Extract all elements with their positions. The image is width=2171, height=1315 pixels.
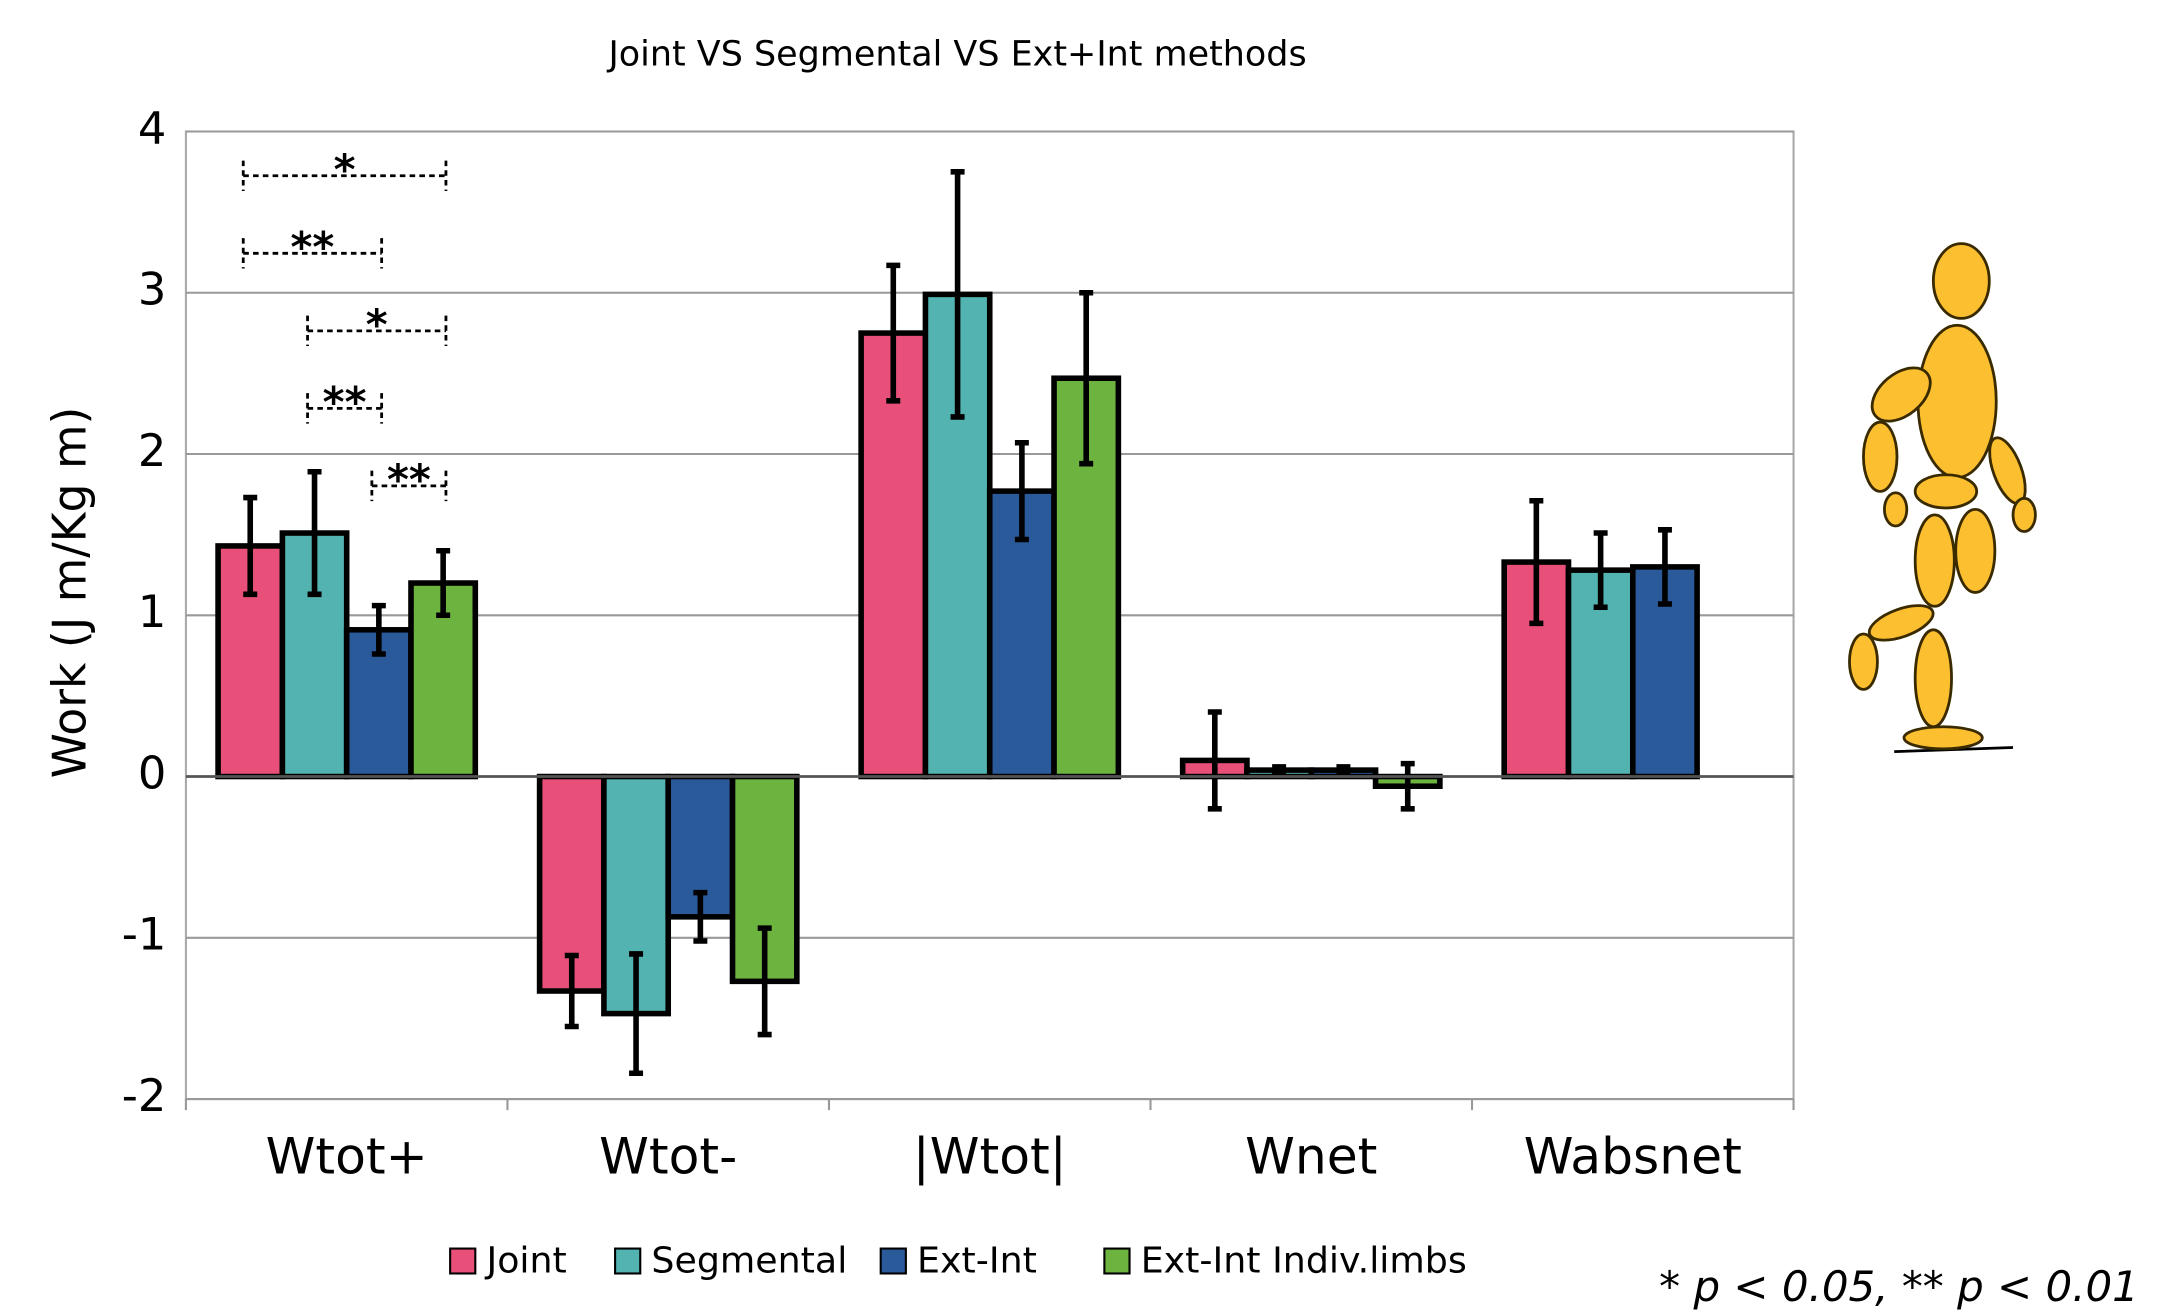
y-tick-label: 1	[138, 587, 166, 638]
significance-label: **	[323, 378, 367, 427]
y-tick-label: 2	[138, 426, 166, 477]
y-tick-label: -2	[122, 1071, 167, 1122]
x-tick-label: Wtot-	[599, 1128, 737, 1186]
significance-label: *	[334, 145, 356, 194]
chart: Joint VS Segmental VS Ext+Int methods Wo…	[0, 0, 2171, 1315]
y-tick-label: 0	[138, 749, 166, 800]
legend-label: Ext-Int Indiv.limbs	[1141, 1239, 1467, 1282]
chart-title: Joint VS Segmental VS Ext+Int methods	[606, 34, 1306, 74]
legend-swatch	[1104, 1249, 1129, 1274]
x-tick-label: Wabsnet	[1524, 1128, 1742, 1186]
legend-label: Segmental	[651, 1239, 847, 1282]
significance-label: **	[387, 455, 431, 504]
legend-swatch	[881, 1249, 906, 1274]
legend-swatch	[615, 1249, 640, 1274]
significance-label: *	[366, 300, 388, 349]
x-tick-label: Wtot+	[266, 1128, 428, 1186]
legend-label: Ext-Int	[917, 1239, 1037, 1282]
walking-figure-icon	[1849, 244, 2035, 752]
y-tick-label: -1	[122, 910, 167, 961]
x-tick-label: |Wtot|	[913, 1128, 1067, 1186]
x-tick-label: Wnet	[1245, 1128, 1377, 1186]
y-axis-label: Work (J m/Kg m)	[42, 407, 96, 779]
y-tick-label: 4	[138, 104, 166, 155]
footnote: * p < 0.05, ** p < 0.01	[1659, 1262, 2139, 1311]
legend-swatch	[450, 1249, 475, 1274]
legend-label: Joint	[484, 1239, 566, 1282]
y-tick-label: 3	[138, 265, 166, 316]
significance-label: **	[291, 223, 335, 272]
